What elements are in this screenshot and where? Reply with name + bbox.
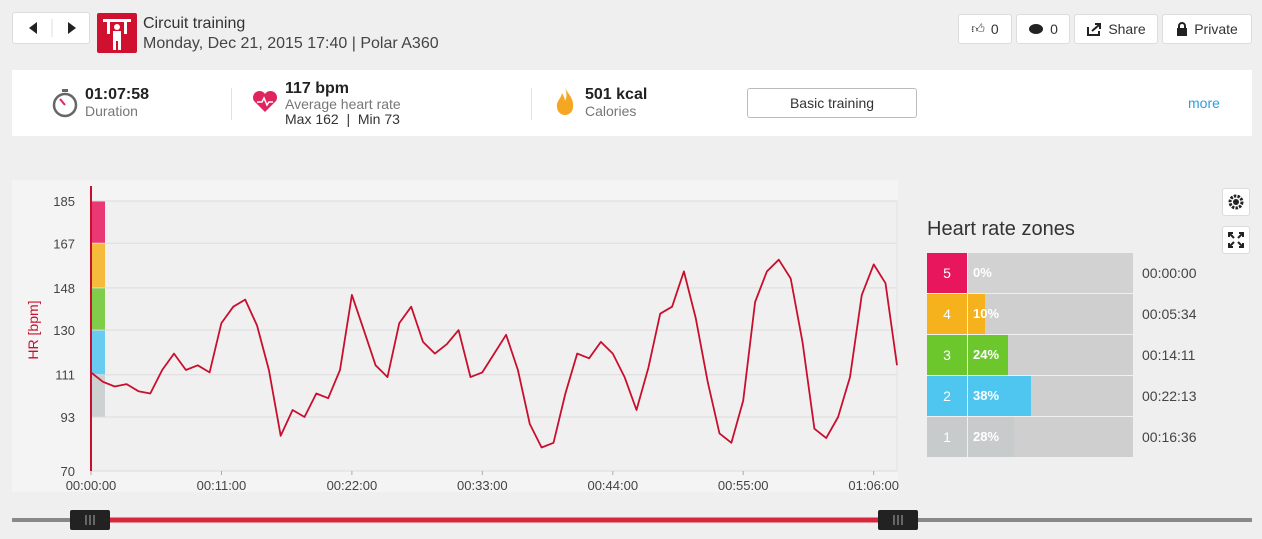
zone-number: 1	[927, 417, 967, 457]
duration-label: Duration	[85, 103, 138, 119]
x-tick-label: 00:33:00	[457, 478, 508, 493]
zone-time: 00:05:34	[1142, 306, 1197, 322]
separator	[231, 88, 232, 120]
fullscreen-button[interactable]	[1222, 226, 1250, 254]
zone-track: 10%	[968, 294, 1133, 334]
nav-buttons[interactable]	[12, 12, 90, 44]
zone-row: 5 0%	[927, 253, 1133, 293]
zone-strip	[91, 374, 105, 417]
calories-icon	[556, 88, 574, 115]
zones-title: Heart rate zones	[927, 218, 1075, 240]
zone-row: 2 38%	[927, 376, 1133, 416]
separator	[531, 88, 532, 120]
plot-area	[90, 200, 898, 472]
zone-row: 1 28%	[927, 417, 1133, 457]
hr-detail: Max 162 | Min 73	[285, 111, 400, 127]
zone-bar	[968, 335, 1008, 375]
zone-track: 28%	[968, 417, 1133, 457]
zone-row: 4 10%	[927, 294, 1133, 334]
zone-bar	[968, 294, 985, 334]
zone-strip	[91, 287, 105, 331]
y-tick-label: 185	[53, 194, 75, 209]
zone-percent: 10%	[973, 306, 1000, 321]
zone-row: 3 24%	[927, 335, 1133, 375]
y-tick-label: 148	[53, 281, 75, 296]
slider-handle-left[interactable]	[70, 510, 110, 530]
zone-time: 00:22:13	[1142, 388, 1197, 404]
hr-line	[90, 258, 898, 449]
training-type-label: Basic training	[789, 95, 875, 111]
zone-number: 3	[927, 335, 967, 375]
more-link[interactable]: more	[1188, 95, 1220, 111]
x-tick-label: 00:44:00	[587, 478, 638, 493]
zone-number: 2	[927, 376, 967, 416]
privacy-label: Private	[1194, 21, 1238, 37]
y-tick-label: 70	[61, 464, 75, 479]
zone-track: 0%	[968, 253, 1133, 293]
zone-time: 00:16:36	[1142, 429, 1197, 445]
zone-time: 00:00:00	[1142, 265, 1197, 281]
zone-bar	[968, 417, 1015, 457]
comment-count: 0	[1050, 21, 1058, 37]
zone-percent: 0%	[973, 265, 992, 280]
hr-label: Average heart rate	[285, 96, 401, 112]
zone-number: 5	[927, 253, 967, 293]
hr-value: 117 bpm	[285, 80, 350, 97]
zone-strip	[91, 243, 105, 288]
comment-button[interactable]: 0	[1016, 14, 1070, 44]
heart-icon	[252, 90, 278, 112]
like-count: 0	[990, 21, 999, 37]
training-type-button[interactable]: Basic training	[747, 88, 917, 118]
x-tick-label: 00:22:00	[327, 478, 378, 493]
exercise-title: Circuit training	[143, 15, 246, 32]
y-axis-label: HR [bpm]	[25, 300, 41, 359]
zone-percent: 38%	[973, 388, 1000, 403]
zone-time: 00:14:11	[1142, 347, 1196, 363]
zone-track: 24%	[968, 335, 1133, 375]
x-tick-label: 00:55:00	[718, 478, 769, 493]
zone-percent: 28%	[973, 429, 1000, 444]
x-tick-label: 00:11:00	[197, 478, 247, 493]
like-button[interactable]: 👍︎ 0	[958, 14, 1012, 44]
zone-track: 38%	[968, 376, 1133, 416]
summary-bar: 01:07:58 Duration 117 bpm Average heart …	[12, 70, 1252, 136]
y-tick-label: 111	[55, 368, 75, 383]
share-button[interactable]: Share	[1074, 14, 1158, 44]
zone-number: 4	[927, 294, 967, 334]
share-label: Share	[1108, 21, 1146, 37]
zone-bar	[968, 376, 1031, 416]
x-tick-label: 01:06:00	[848, 478, 899, 493]
nav-arrows[interactable]	[13, 13, 89, 43]
zone-strip	[91, 201, 105, 244]
zone-percent: 24%	[973, 347, 1000, 362]
calories-label: Calories	[585, 103, 637, 119]
calories-value: 501 kcal	[585, 86, 648, 103]
exercise-subtitle: Monday, Dec 21, 2015 17:40 | Polar A360	[143, 35, 439, 52]
slider-handle-right[interactable]	[878, 510, 918, 530]
y-tick-label: 167	[53, 236, 75, 251]
sport-icon	[97, 13, 137, 53]
duration-icon	[52, 89, 78, 118]
duration-value: 01:07:58	[85, 86, 150, 103]
zone-strip	[91, 330, 105, 375]
x-tick-label: 00:00:00	[66, 478, 117, 493]
settings-button[interactable]	[1222, 188, 1250, 216]
y-tick-label: 93	[61, 410, 75, 425]
y-tick-label: 130	[53, 323, 75, 338]
privacy-button[interactable]: Private	[1162, 14, 1252, 44]
